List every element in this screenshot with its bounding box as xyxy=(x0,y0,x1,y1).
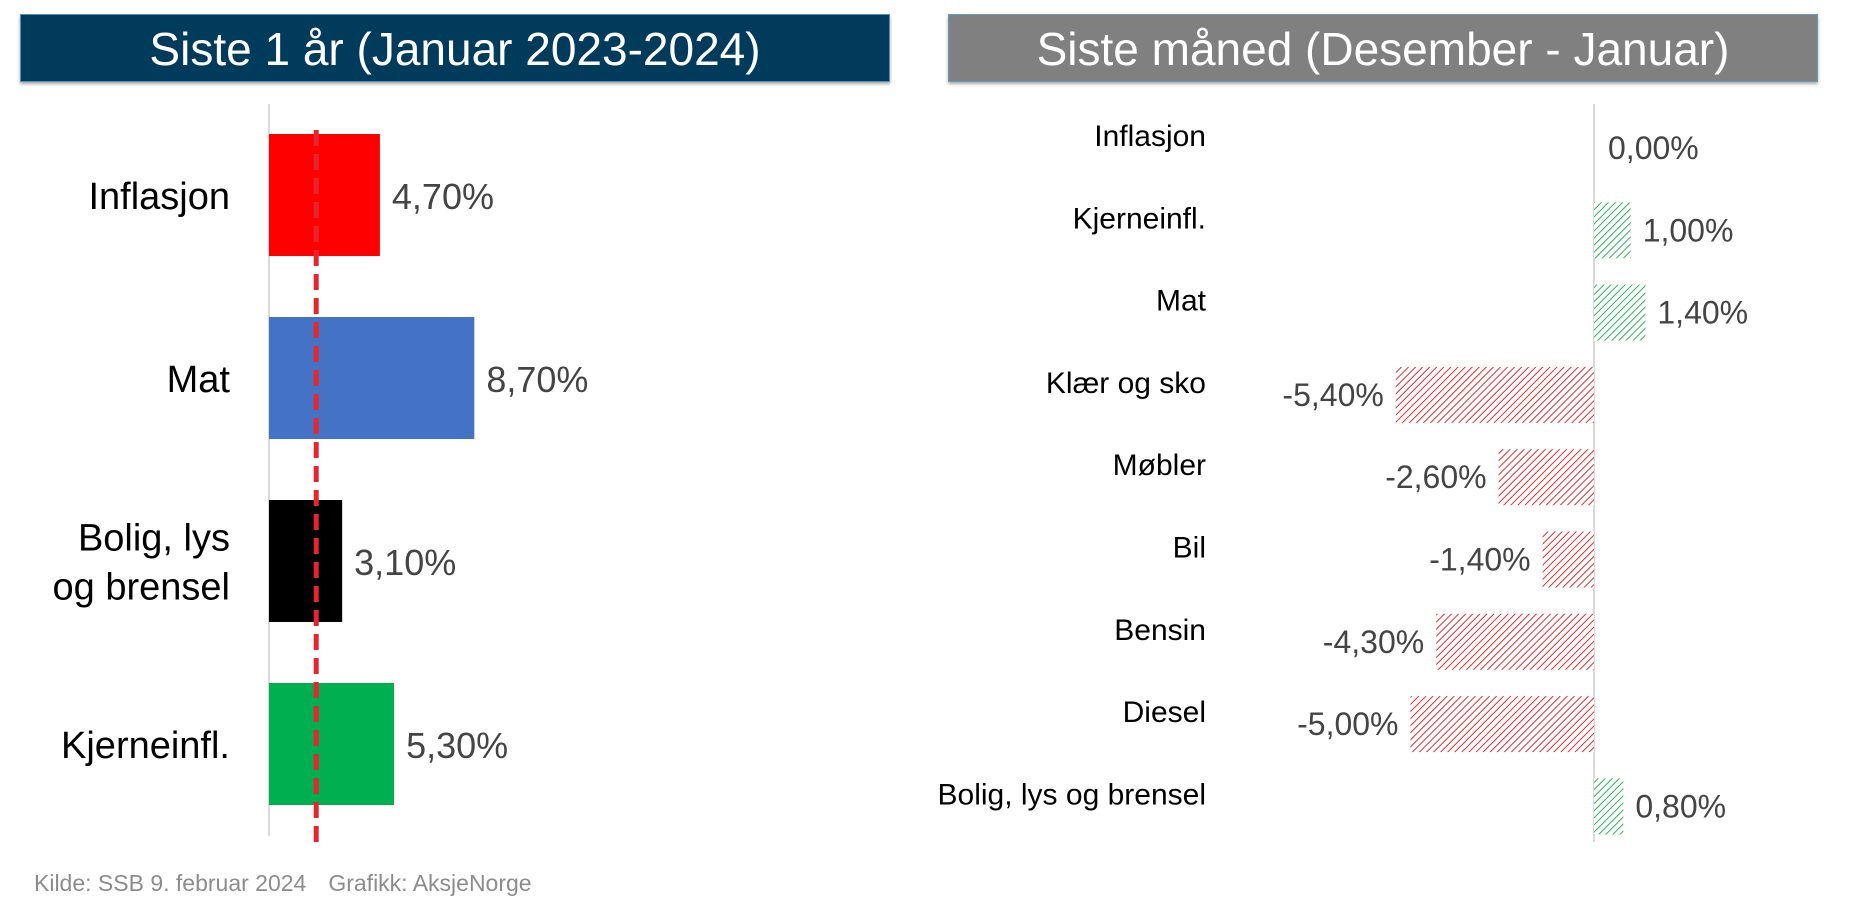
left-value-label: 4,70% xyxy=(392,176,494,217)
right-value-label: -4,30% xyxy=(1323,624,1424,660)
left-bar xyxy=(269,683,395,805)
left-bar xyxy=(269,500,343,622)
right-category-label: Inflasjon xyxy=(1094,120,1206,153)
left-category-label: Bolig, lys og brensel xyxy=(53,518,230,609)
right-bar-chart: Inflasjon 0,00% Kjerneinfl. 1,00% Mat 1,40% Kl… xyxy=(938,104,1748,842)
right-bar-positive xyxy=(1594,284,1646,341)
graphics-credit: Grafikk: AksjeNorge xyxy=(328,870,532,896)
right-category-label: Diesel xyxy=(1123,696,1206,729)
left-category-label: Kjerneinfl. xyxy=(61,725,230,767)
right-category-label: Møbler xyxy=(1113,449,1206,482)
left-category-label: Mat xyxy=(167,359,231,401)
left-chart-title: Siste 1 år (Januar 2023-2024) xyxy=(20,14,890,82)
right-category-label: Klær og sko xyxy=(1046,367,1206,400)
right-category-label: Bil xyxy=(1173,532,1206,565)
left-bar xyxy=(269,317,475,439)
right-value-label: 1,00% xyxy=(1643,212,1734,248)
right-category-label: Bensin xyxy=(1114,614,1206,647)
left-value-label: 8,70% xyxy=(486,359,588,400)
right-value-label: -1,40% xyxy=(1429,542,1530,578)
right-bar-negative xyxy=(1436,613,1594,670)
left-bar-chart: 4,70% Inflasjon 8,70% Mat 3,10% Bolig, lys og … xyxy=(53,104,588,846)
right-bar-positive xyxy=(1594,778,1624,835)
right-value-label: 1,40% xyxy=(1657,295,1748,331)
right-bar-negative xyxy=(1498,449,1594,506)
left-value-label: 5,30% xyxy=(406,725,508,766)
right-value-label: 0,80% xyxy=(1635,788,1726,824)
footer: Kilde: SSB 9. februar 2024 Grafikk: Aksje… xyxy=(34,870,554,897)
right-category-label: Bolig, lys og brensel xyxy=(938,778,1206,811)
right-value-label: -5,00% xyxy=(1297,706,1398,742)
right-bar-negative xyxy=(1395,366,1594,423)
right-bar-negative xyxy=(1542,531,1594,588)
right-bar-positive xyxy=(1594,202,1631,259)
right-category-label: Kjerneinfl. xyxy=(1073,202,1206,235)
source-note: Kilde: SSB 9. februar 2024 xyxy=(34,870,307,896)
left-bar xyxy=(269,134,380,256)
right-chart-title: Siste måned (Desember - Januar) xyxy=(948,14,1818,82)
right-value-label: -2,60% xyxy=(1385,459,1486,495)
right-category-label: Mat xyxy=(1156,285,1207,318)
right-value-label: -5,40% xyxy=(1282,377,1383,413)
left-value-label: 3,10% xyxy=(354,542,456,583)
left-category-label: Inflasjon xyxy=(88,176,230,218)
right-value-label: 0,00% xyxy=(1608,130,1699,166)
right-bar-negative xyxy=(1410,696,1594,753)
